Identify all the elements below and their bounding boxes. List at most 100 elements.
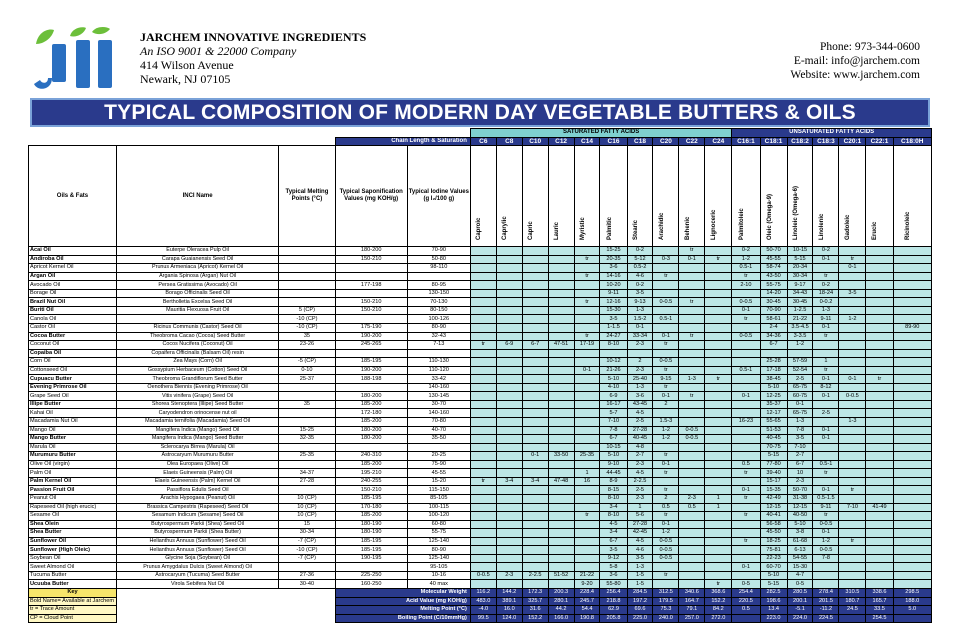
fatty-acid-value: 9-10 bbox=[599, 459, 628, 470]
footer-value: 200.3 bbox=[547, 587, 575, 598]
fatty-acid-value: 7-10 bbox=[786, 442, 814, 453]
footer-value: 54.4 bbox=[573, 605, 601, 615]
fatty-acid-value bbox=[838, 570, 867, 581]
footer-value: 389.1 bbox=[495, 596, 523, 607]
code-header: C8 bbox=[495, 136, 523, 147]
code-header: C22 bbox=[678, 136, 706, 147]
saponification-value: 185-195 bbox=[334, 536, 408, 547]
fatty-acid-value: 0-1 bbox=[812, 425, 840, 436]
fatty-acid-value bbox=[678, 357, 706, 367]
fatty-acid-value: tr bbox=[812, 365, 840, 376]
fatty-acid-value: 0-0.5 bbox=[652, 357, 680, 367]
saponification-value: 190-200 bbox=[334, 331, 408, 342]
header-row-codes: Chain Length & Saturation C6 C8 C10 C12 C14 C1… bbox=[28, 136, 932, 147]
fatty-acid-value: 4-5 bbox=[599, 519, 628, 530]
fatty-acid-value bbox=[704, 451, 733, 461]
fatty-acid-value: 2-10 bbox=[731, 280, 761, 290]
fatty-acid-value bbox=[892, 536, 932, 547]
fatty-acid-value: 1-3 bbox=[786, 417, 814, 427]
fatty-acid-value: 1 bbox=[812, 357, 840, 367]
saponification-value: 185-195 bbox=[334, 493, 408, 504]
iodine-value: 60-80 bbox=[406, 519, 471, 530]
header-row-titles: Oils & Fats INCI Name Typical Melting Poin… bbox=[28, 145, 932, 248]
contact-website[interactable]: Website: www.jarchem.com bbox=[790, 69, 920, 81]
fatty-acid-value: tr bbox=[678, 297, 706, 307]
fatty-acid-value bbox=[521, 485, 549, 495]
fatty-acid-value: 1-3 bbox=[626, 382, 654, 393]
fatty-acid-value: 0-0.5 bbox=[469, 570, 497, 581]
fatty-acid-value bbox=[704, 417, 733, 427]
oil-name: Shea Butter bbox=[28, 528, 117, 538]
saponification-value: 185-195 bbox=[334, 545, 408, 555]
fatty-acid-value bbox=[547, 511, 575, 521]
fatty-acid-value: tr bbox=[838, 254, 867, 265]
fatty-acid-value bbox=[892, 553, 932, 564]
iodine-value: 15-20 bbox=[406, 476, 471, 487]
fatty-acid-value bbox=[838, 476, 867, 487]
fatty-acid-value: 2-3 bbox=[626, 365, 654, 376]
fatty-acid-value bbox=[495, 579, 523, 589]
fatty-acid-value bbox=[521, 365, 549, 376]
table-row: Copaiba Oil Copaifera Officinalis (Balsam… bbox=[28, 348, 932, 359]
fatty-acid-value bbox=[469, 331, 497, 342]
fatty-acid-value bbox=[865, 331, 894, 342]
fatty-acid-value: tr bbox=[678, 391, 706, 401]
fatty-acid-value: 4-8 bbox=[626, 442, 654, 453]
footer-value: 84.2 bbox=[704, 605, 733, 615]
fatty-acid-value: 65-75 bbox=[786, 382, 814, 393]
fatty-acid-value: 40-41 bbox=[759, 511, 788, 521]
iodine-value: 98-110 bbox=[406, 263, 471, 273]
fatty-acid-value bbox=[838, 280, 867, 290]
fatty-acid-value bbox=[547, 246, 575, 256]
fatty-acid-value bbox=[812, 476, 840, 487]
oil-name: Borage Oil bbox=[28, 288, 117, 299]
fatty-acid-value bbox=[731, 519, 761, 530]
fatty-acid-value bbox=[892, 314, 932, 324]
iodine-value: 55-75 bbox=[406, 528, 471, 538]
fatty-acid-value bbox=[865, 254, 894, 265]
fatty-acid-value bbox=[892, 425, 932, 436]
fatty-acid-value bbox=[469, 553, 497, 564]
fatty-acid-value: 30-45 bbox=[786, 297, 814, 307]
fatty-acid-value bbox=[469, 519, 497, 530]
fatty-acid-value: 22-23 bbox=[759, 553, 788, 564]
fatty-acid-value bbox=[892, 246, 932, 256]
fatty-acid-value bbox=[865, 519, 894, 530]
fatty-acid-value bbox=[469, 511, 497, 521]
iodine-value bbox=[406, 271, 471, 282]
table-row: Andiroba Oil Carapa Guaianensis Seed Oil 1… bbox=[28, 254, 932, 265]
footer-value: 165.7 bbox=[865, 596, 894, 607]
inci-name: Macadamia ternifolia (Macadamia) Seed Oi… bbox=[115, 417, 280, 427]
saponification-value: 195-210 bbox=[334, 468, 408, 478]
fatty-acid-value bbox=[521, 519, 549, 530]
fatty-acid-value bbox=[704, 365, 733, 376]
fatty-acid-value: 6-9 bbox=[495, 340, 523, 350]
fatty-acid-value bbox=[865, 297, 894, 307]
fatty-acid-value bbox=[573, 408, 601, 419]
saponification-value: 150-210 bbox=[334, 485, 408, 495]
saponification-value: 180-200 bbox=[334, 425, 408, 436]
contact-email[interactable]: E-mail: info@jarchem.com bbox=[793, 55, 920, 67]
company-block: JARCHEM INNOVATIVE INGREDIENTS An ISO 90… bbox=[140, 30, 366, 86]
fatty-acid-value bbox=[838, 579, 867, 589]
inci-name: Passiflora Edulis Seed Oil bbox=[115, 485, 280, 495]
fatty-acid-value: 10-12 bbox=[599, 357, 628, 367]
fatty-acid-value: tr bbox=[704, 579, 733, 589]
saponification-value bbox=[334, 271, 408, 282]
fatty-acid-value: 3-4 bbox=[521, 476, 549, 487]
key-title: Key bbox=[28, 587, 117, 598]
fatty-acid-value bbox=[495, 553, 523, 564]
fatty-acid-value: 35-37 bbox=[759, 399, 788, 410]
fatty-acid-value: tr bbox=[652, 468, 680, 478]
table-row: Canola Oil -10 (CP) 100-126 3-5 1.5-2 0.5-1 tr… bbox=[28, 314, 932, 324]
fatty-acid-value bbox=[495, 528, 523, 538]
fatty-acid-value bbox=[731, 323, 761, 333]
fatty-acid-value bbox=[838, 451, 867, 461]
fatty-acid-value bbox=[495, 511, 523, 521]
fatty-acid-value bbox=[652, 562, 680, 572]
fatty-acid-value bbox=[469, 528, 497, 538]
melting-point bbox=[278, 408, 336, 419]
acid-name-header: Ricinoleic bbox=[892, 145, 932, 248]
fatty-acid-value bbox=[865, 511, 894, 521]
fatty-acid-value bbox=[547, 417, 575, 427]
